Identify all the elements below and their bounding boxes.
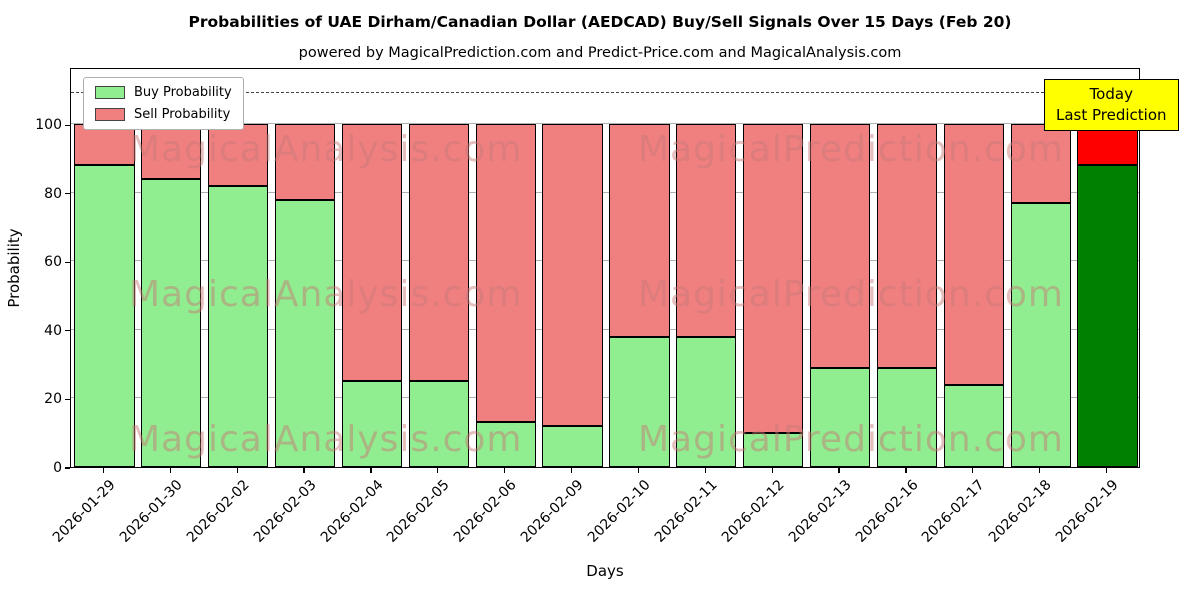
y-tick-label: 80 (44, 185, 62, 202)
y-tick-label: 20 (44, 391, 62, 408)
y-tick-mark (65, 330, 70, 332)
y-tick-label: 0 (53, 460, 62, 476)
bar-sell-segment (876, 124, 938, 368)
y-tick-label: 60 (44, 254, 62, 271)
bar-sell-segment (542, 124, 603, 426)
bar-buy-segment (475, 422, 536, 467)
x-tick-label-text: 2026-01-29 (49, 477, 119, 546)
x-tick-label-text: 2026-02-16 (852, 477, 922, 546)
gridline (71, 260, 1139, 262)
y-tick-mark (65, 193, 70, 195)
x-tick-mark (905, 468, 907, 473)
bar-buy-segment (341, 381, 403, 467)
dashed-threshold-line (71, 91, 1139, 93)
legend-patch (95, 86, 125, 99)
x-tick-label-text: 2026-02-19 (1053, 477, 1122, 546)
bar-buy-segment (676, 336, 737, 467)
x-tick-mark (169, 468, 171, 473)
gridline (71, 123, 1139, 125)
bar-sell-segment (274, 124, 336, 200)
y-tick-mark (65, 124, 70, 126)
bar-buy-segment (1077, 165, 1138, 467)
bar-sell-segment (743, 124, 804, 433)
legend: Buy Probability Sell Probability (83, 77, 244, 130)
y-tick-mark (65, 467, 70, 469)
legend-item: Sell Probability (95, 107, 232, 122)
y-axis-label: Probability (5, 228, 23, 308)
bar-buy-segment (274, 199, 336, 467)
x-tick-label-text: 2026-02-18 (986, 477, 1056, 546)
legend-label: Sell Probability (134, 107, 231, 122)
x-tick-mark (236, 468, 238, 473)
bar-buy-segment (943, 384, 1004, 467)
x-tick-label-text: 2026-02-12 (718, 477, 788, 546)
bar-buy-segment (74, 165, 135, 467)
bar-sell-segment (141, 124, 202, 180)
x-tick-mark (437, 468, 439, 473)
bar-sell-segment (809, 124, 871, 368)
x-tick-label-text: 2026-02-03 (250, 477, 320, 546)
y-tick-mark (65, 398, 70, 401)
y-tick-mark (65, 261, 70, 263)
gridline (71, 328, 1139, 330)
x-tick-mark (838, 468, 840, 473)
gridline (71, 397, 1139, 399)
bar-sell-segment (475, 124, 536, 423)
bar-buy-segment (141, 179, 202, 467)
x-tick-mark (102, 468, 105, 473)
x-tick-label-text: 2026-02-06 (451, 477, 521, 546)
bar-sell-segment (676, 124, 737, 337)
x-tick-label-text: 2026-02-11 (651, 477, 721, 546)
x-tick-mark (504, 468, 506, 473)
x-tick-label-text: 2026-02-13 (785, 477, 855, 546)
bar-sell-segment (943, 124, 1004, 385)
x-tick-label-text: 2026-01-30 (116, 477, 186, 546)
x-tick-mark (637, 468, 640, 473)
legend-item: Buy Probability (95, 85, 232, 100)
gridline (71, 191, 1139, 193)
y-tick-label: 100 (35, 117, 62, 134)
x-tick-mark (1105, 468, 1108, 473)
bar-buy-segment (408, 381, 469, 467)
x-tick-mark (771, 468, 773, 473)
x-tick-label-text: 2026-02-09 (518, 477, 587, 546)
x-tick-label-text: 2026-02-10 (584, 477, 654, 546)
bar-sell-segment (208, 124, 269, 186)
x-tick-mark (1039, 468, 1041, 473)
bar-buy-segment (609, 336, 670, 467)
bar-sell-segment (74, 124, 135, 166)
x-tick-mark (303, 468, 305, 473)
plot-area: MagicalAnalysis.com MagicalPrediction.com… (70, 68, 1140, 468)
x-tick-label-text: 2026-02-17 (919, 477, 989, 546)
bar-buy-segment (743, 432, 804, 467)
x-tick-mark (570, 468, 573, 473)
bar-sell-segment (1010, 124, 1071, 204)
y-tick-label: 40 (44, 322, 62, 339)
x-tick-mark (704, 468, 706, 473)
bar-buy-segment (542, 425, 603, 467)
chart-title: Probabilities of UAE Dirham/Canadian Dol… (188, 13, 1012, 31)
bar-sell-segment (609, 124, 670, 337)
chart-subtitle: powered by MagicalPrediction.com and Pre… (298, 45, 902, 61)
bar-buy-segment (1010, 203, 1071, 467)
x-tick-label-text: 2026-02-02 (183, 477, 253, 546)
legend-patch (95, 108, 125, 121)
bar-sell-segment (341, 124, 403, 382)
today-annotation-line1: Today (1089, 85, 1133, 103)
today-annotation: Today Last Prediction (1044, 79, 1179, 131)
x-tick-label-text: 2026-02-04 (317, 477, 387, 546)
today-annotation-line2: Last Prediction (1056, 106, 1167, 124)
x-tick-mark (972, 468, 974, 473)
x-tick-mark (370, 468, 372, 473)
bar-buy-segment (876, 367, 938, 467)
bar-buy-segment (208, 185, 269, 467)
bar-sell-segment (408, 124, 469, 382)
bar-buy-segment (809, 367, 871, 467)
x-tick-label-text: 2026-02-05 (384, 477, 454, 546)
x-axis-label: Days (586, 562, 624, 580)
legend-label: Buy Probability (134, 85, 232, 100)
